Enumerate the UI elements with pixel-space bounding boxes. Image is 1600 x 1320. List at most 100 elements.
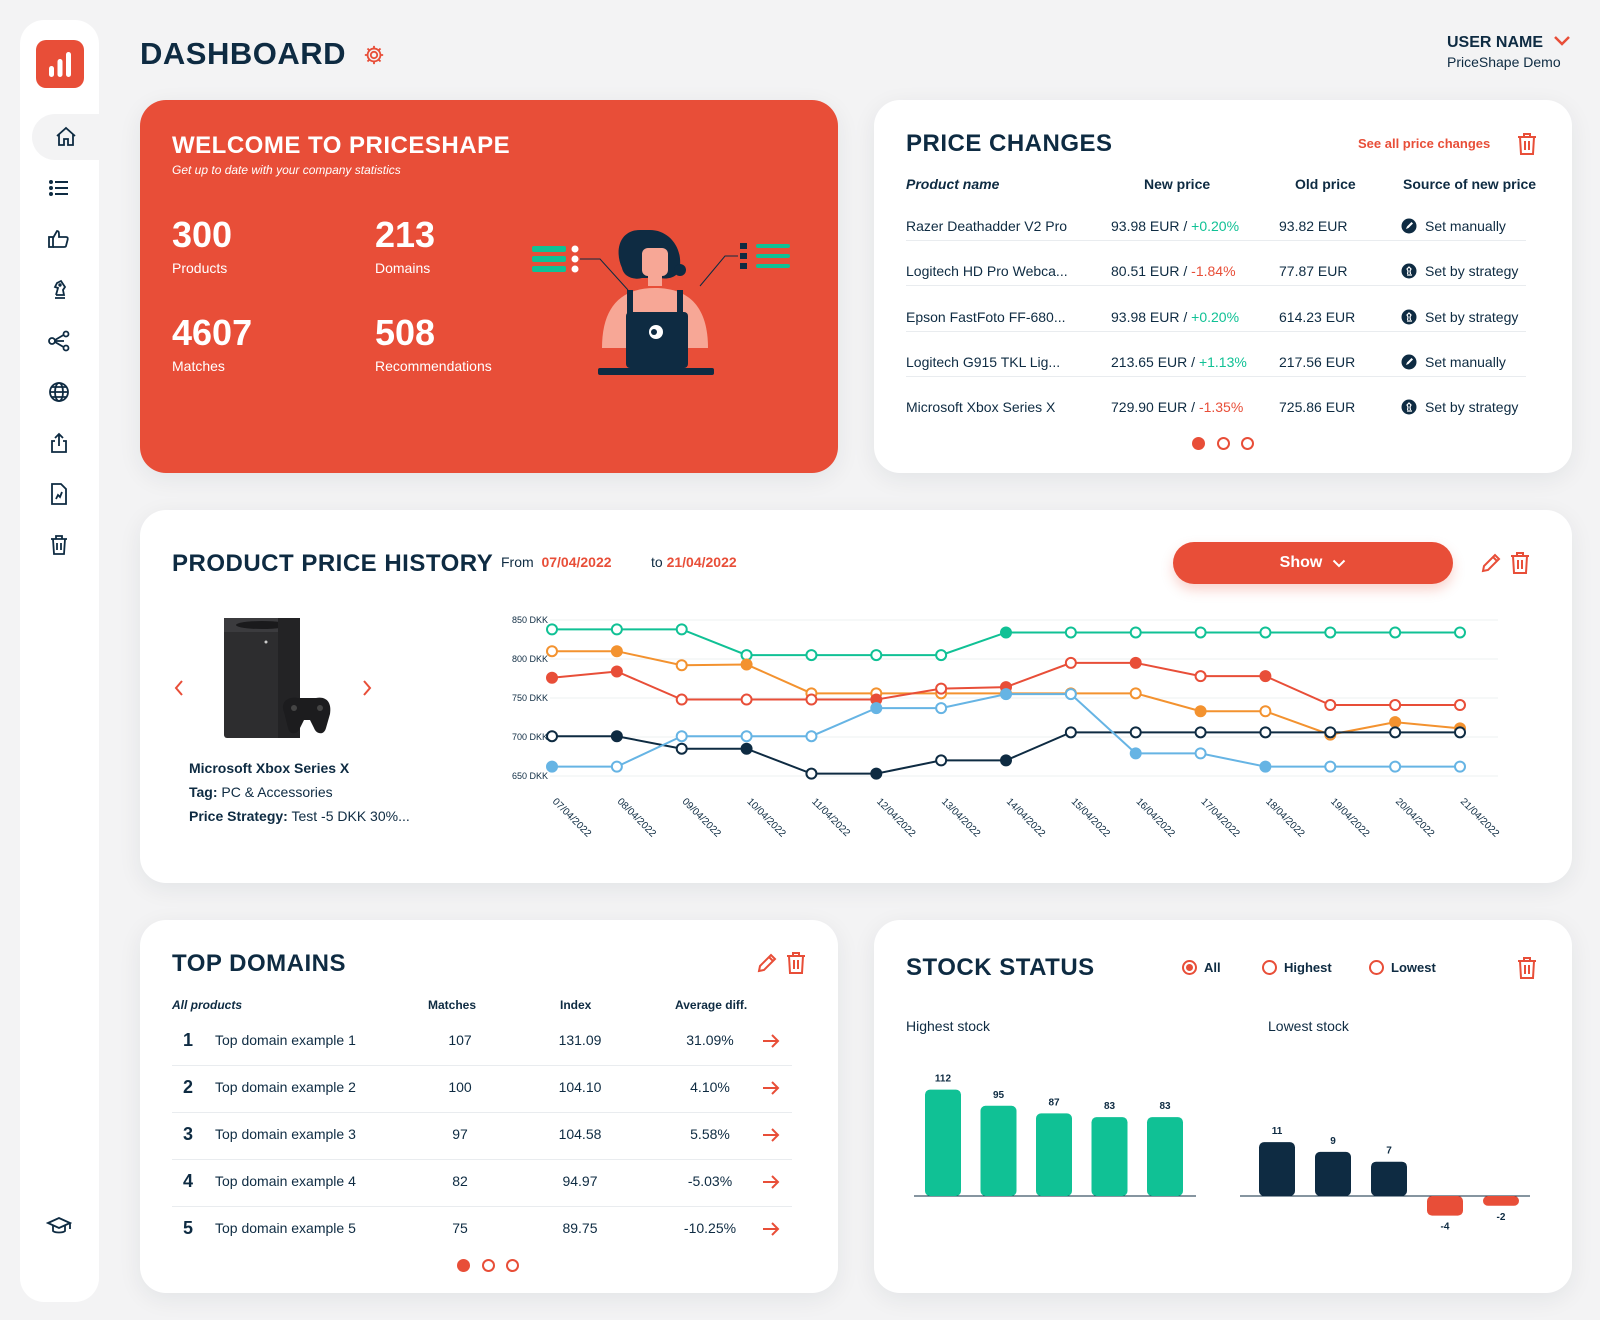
data-point[interactable]	[1194, 726, 1207, 739]
price-row-product-name[interactable]: Razer Deathadder V2 Pro	[906, 218, 1068, 234]
filter-all-radio[interactable]: All	[1182, 960, 1221, 975]
data-point[interactable]	[1064, 656, 1077, 669]
domain-name[interactable]: Top domain example 3	[215, 1126, 356, 1142]
arrow-right-icon[interactable]	[762, 1033, 780, 1049]
data-point[interactable]	[740, 693, 753, 706]
data-point[interactable]	[675, 693, 688, 706]
nav-list[interactable]	[32, 165, 86, 211]
price-row-product-name[interactable]: Logitech HD Pro Webca...	[906, 263, 1068, 279]
data-point[interactable]	[740, 658, 753, 671]
data-point[interactable]	[1194, 626, 1207, 639]
data-point[interactable]	[1454, 726, 1466, 739]
data-point[interactable]	[870, 649, 883, 662]
bar[interactable]	[980, 1105, 1017, 1196]
data-point[interactable]	[1194, 705, 1207, 718]
nav-domains[interactable]	[32, 369, 86, 415]
nav-export[interactable]	[32, 420, 86, 466]
nav-academy[interactable]	[32, 1203, 86, 1249]
price-row-product-name[interactable]: Epson FastFoto FF-680...	[906, 309, 1066, 325]
data-point[interactable]	[610, 645, 623, 658]
bar[interactable]	[925, 1089, 961, 1196]
trash-icon[interactable]	[785, 951, 807, 975]
data-point[interactable]	[870, 702, 883, 715]
data-point[interactable]	[805, 649, 818, 662]
data-point[interactable]	[1324, 760, 1337, 773]
nav-recommendations[interactable]	[32, 216, 86, 262]
bar[interactable]	[1147, 1117, 1183, 1196]
bar[interactable]	[1483, 1196, 1519, 1206]
app-logo[interactable]	[36, 40, 84, 88]
data-point[interactable]	[1454, 626, 1466, 639]
data-point[interactable]	[610, 623, 623, 636]
data-point[interactable]	[1129, 726, 1142, 739]
data-point[interactable]	[935, 754, 948, 767]
data-point[interactable]	[1000, 626, 1012, 639]
domain-name[interactable]: Top domain example 2	[215, 1079, 356, 1095]
data-point[interactable]	[1259, 670, 1272, 683]
bar[interactable]	[1259, 1142, 1295, 1196]
arrow-right-icon[interactable]	[762, 1080, 780, 1096]
data-point[interactable]	[1389, 699, 1402, 712]
data-point[interactable]	[610, 760, 623, 773]
edit-icon[interactable]	[1480, 552, 1502, 574]
data-point[interactable]	[1324, 699, 1337, 712]
next-product-chevron[interactable]	[360, 678, 374, 698]
data-point[interactable]	[1259, 626, 1272, 639]
data-point[interactable]	[546, 671, 558, 684]
data-point[interactable]	[1194, 747, 1207, 760]
data-point[interactable]	[870, 767, 883, 780]
nav-trash[interactable]	[32, 522, 86, 568]
data-point[interactable]	[1389, 626, 1402, 639]
filter-lowest-radio[interactable]: Lowest	[1369, 960, 1436, 975]
price-row-product-name[interactable]: Microsoft Xbox Series X	[906, 399, 1056, 415]
data-point[interactable]	[1259, 726, 1272, 739]
data-point[interactable]	[1064, 626, 1077, 639]
data-point[interactable]	[1389, 726, 1402, 739]
bar[interactable]	[1315, 1151, 1351, 1196]
data-point[interactable]	[675, 623, 688, 636]
data-point[interactable]	[805, 730, 818, 743]
filter-highest-radio[interactable]: Highest	[1262, 960, 1332, 975]
trash-icon[interactable]	[1516, 132, 1538, 156]
trash-icon[interactable]	[1516, 956, 1538, 980]
nav-home[interactable]	[32, 114, 99, 160]
chevron-down-icon[interactable]	[1553, 35, 1571, 47]
show-dropdown-button[interactable]: Show	[1173, 542, 1453, 584]
data-point[interactable]	[675, 659, 688, 672]
domain-name[interactable]: Top domain example 5	[215, 1220, 356, 1236]
data-point[interactable]	[805, 693, 818, 706]
domain-name[interactable]: Top domain example 1	[215, 1032, 356, 1048]
data-point[interactable]	[1129, 656, 1142, 669]
bar[interactable]	[1427, 1196, 1463, 1216]
xbox-product-image[interactable]	[222, 616, 334, 748]
data-point[interactable]	[935, 682, 948, 695]
data-point[interactable]	[1389, 716, 1402, 729]
data-point[interactable]	[1454, 699, 1466, 712]
data-point[interactable]	[1454, 760, 1466, 773]
nav-matches[interactable]	[32, 318, 86, 364]
data-point[interactable]	[1129, 687, 1142, 700]
bar[interactable]	[1091, 1117, 1128, 1196]
data-point[interactable]	[1259, 705, 1272, 718]
pagination-dot-3[interactable]	[506, 1259, 519, 1272]
price-row-product-name[interactable]: Logitech G915 TKL Lig...	[906, 354, 1061, 370]
data-point[interactable]	[1259, 760, 1272, 773]
data-point[interactable]	[610, 730, 623, 743]
data-point[interactable]	[610, 665, 623, 678]
data-point[interactable]	[1064, 726, 1077, 739]
data-point[interactable]	[1324, 626, 1337, 639]
see-all-price-changes-link[interactable]: See all price changes	[1358, 136, 1491, 151]
nav-reports[interactable]	[32, 471, 86, 517]
data-point[interactable]	[1324, 726, 1337, 739]
data-point[interactable]	[740, 730, 753, 743]
data-point[interactable]	[546, 645, 558, 658]
edit-icon[interactable]	[756, 952, 778, 974]
bar[interactable]	[1036, 1113, 1072, 1196]
arrow-right-icon[interactable]	[762, 1174, 780, 1190]
data-point[interactable]	[675, 742, 688, 755]
nav-strategy[interactable]	[32, 267, 86, 313]
data-point[interactable]	[1064, 688, 1077, 701]
data-point[interactable]	[1389, 760, 1402, 773]
data-point[interactable]	[1129, 626, 1142, 639]
pagination-dot-1[interactable]	[1192, 437, 1205, 450]
